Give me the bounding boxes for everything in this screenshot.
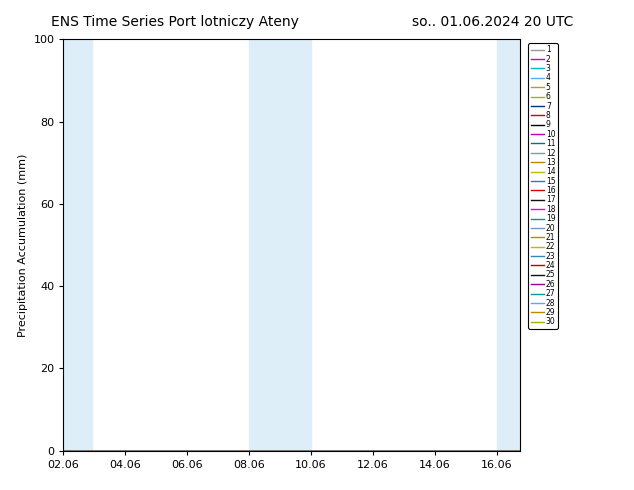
- Y-axis label: Precipitation Accumulation (mm): Precipitation Accumulation (mm): [18, 153, 28, 337]
- Legend: 1, 2, 3, 4, 5, 6, 7, 8, 9, 10, 11, 12, 13, 14, 15, 16, 17, 18, 19, 20, 21, 22, 2: 1, 2, 3, 4, 5, 6, 7, 8, 9, 10, 11, 12, 1…: [528, 43, 558, 329]
- Text: ENS Time Series Port lotniczy Ateny: ENS Time Series Port lotniczy Ateny: [51, 15, 299, 29]
- Text: so.. 01.06.2024 20 UTC: so.. 01.06.2024 20 UTC: [412, 15, 574, 29]
- Bar: [249, 39, 311, 451]
- Bar: [496, 39, 520, 451]
- Bar: [63, 39, 92, 451]
